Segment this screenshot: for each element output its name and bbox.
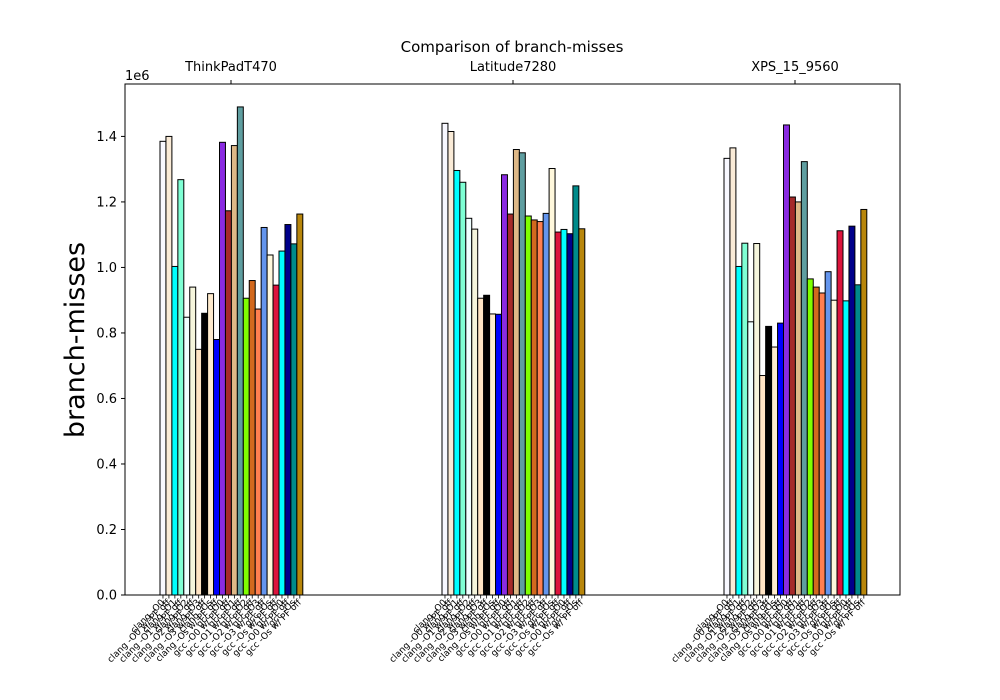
bar: [530, 219, 538, 596]
bar: [794, 201, 802, 596]
bar: [777, 322, 784, 596]
group-label: ThinkPadT470: [184, 60, 277, 75]
bar: [183, 316, 191, 596]
bar: [536, 221, 544, 596]
bar: [459, 181, 467, 596]
bar: [860, 208, 868, 596]
y-tick-label: 0.6: [96, 392, 117, 407]
bar: [566, 233, 574, 596]
y-tick-label: 1.4: [96, 130, 117, 145]
bar: [848, 225, 856, 596]
bar: [477, 297, 485, 596]
bar: [818, 292, 826, 596]
bar: [501, 174, 508, 596]
bar: [495, 313, 502, 596]
bar: [554, 231, 562, 596]
bar: [836, 230, 844, 596]
bar: [465, 217, 473, 596]
bar: [542, 212, 550, 596]
bar: [284, 224, 292, 596]
bar: [254, 308, 262, 596]
bar: [765, 325, 773, 596]
bar: [783, 124, 790, 596]
bar: [788, 196, 796, 596]
bar: [260, 226, 268, 596]
bar: [729, 147, 737, 596]
bar: [441, 122, 449, 596]
group-label: XPS_15_9560: [751, 60, 839, 75]
bar: [854, 284, 862, 596]
bar: [290, 243, 298, 596]
y-axis-ticks: 0.0 0.2 0.4 0.6 0.8 1.0 1.2 1.4: [96, 130, 125, 604]
y-tick-label: 0.2: [96, 523, 117, 538]
bar: [771, 346, 779, 596]
bar: [753, 243, 761, 596]
bar: [447, 131, 455, 596]
chart-title: Comparison of branch-misses: [401, 38, 624, 56]
bar: [518, 152, 526, 596]
bar: [177, 179, 185, 596]
bar: [248, 280, 256, 596]
bar: [578, 228, 586, 596]
y-axis-label: branch-misses: [60, 242, 91, 438]
bar: [453, 169, 461, 596]
bar: [747, 321, 755, 596]
bar: [723, 157, 731, 596]
bar: [224, 210, 232, 596]
bar: [195, 348, 203, 596]
bar: [483, 294, 491, 596]
bar: [219, 141, 226, 596]
bar: [524, 215, 532, 596]
group-labels: ThinkPadT470 Latitude7280 XPS_15_9560: [184, 60, 839, 84]
bar: [242, 297, 250, 596]
y-tick-label: 0.4: [96, 457, 117, 472]
plot-frame: [124, 83, 901, 596]
bar: [207, 293, 215, 596]
bars-layer: [159, 106, 868, 596]
bar: [266, 254, 274, 596]
bar: [806, 278, 814, 596]
bar: [800, 161, 808, 596]
bar: [824, 271, 832, 596]
bar: [189, 286, 197, 596]
y-tick-label: 0.8: [96, 326, 117, 341]
bar: [512, 149, 520, 596]
bar: [489, 313, 497, 596]
bar: [842, 300, 850, 596]
y-tick-label: 1.2: [96, 195, 117, 210]
bar: [572, 185, 580, 596]
bar: [213, 339, 221, 596]
bar: [296, 213, 304, 596]
bar: [741, 242, 749, 596]
bar: [560, 228, 568, 596]
bar: [278, 250, 286, 596]
bar: [735, 265, 743, 596]
bar: [812, 286, 820, 596]
y-axis-offset-label: 1e6: [125, 69, 150, 84]
bar: [165, 135, 173, 596]
bar: [548, 168, 556, 596]
bar: [506, 213, 514, 596]
bar: [471, 228, 479, 596]
bar: [171, 265, 179, 596]
bar: [830, 299, 838, 596]
bar: [159, 140, 167, 596]
y-tick-label: 1.0: [96, 261, 117, 276]
bar: [201, 312, 209, 596]
group-label: Latitude7280: [470, 60, 557, 75]
bar: [272, 284, 280, 596]
y-tick-label: 0.0: [96, 589, 117, 604]
bar: [759, 375, 767, 596]
bar: [236, 106, 244, 596]
bar: [230, 145, 238, 596]
